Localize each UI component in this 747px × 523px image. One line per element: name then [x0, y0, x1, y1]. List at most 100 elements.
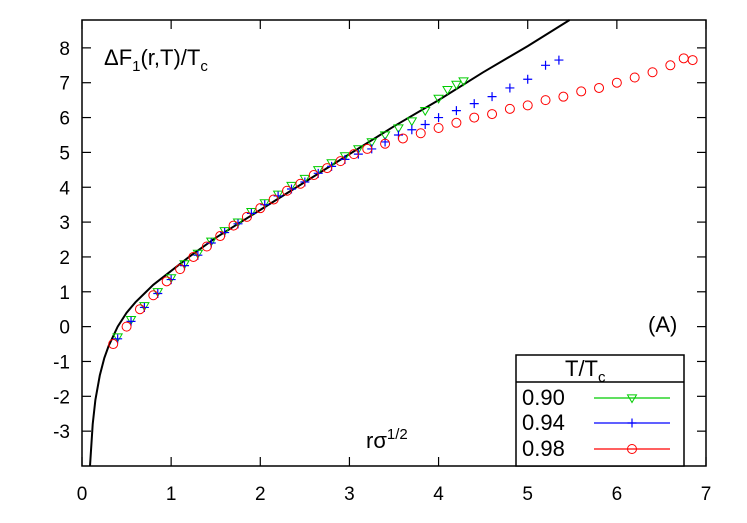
data-point [434, 113, 444, 123]
data-point [241, 211, 252, 222]
data-point [594, 82, 605, 93]
data-point [125, 316, 137, 326]
data-point [326, 159, 337, 169]
data-point [201, 241, 212, 252]
y-axis-ticks: -3 -2 -1 0 1 2 3 4 5 6 7 8 [53, 39, 706, 443]
legend-title: T/Tc [565, 356, 606, 386]
reference-curve-group [89, 19, 571, 467]
plot-frame [81, 19, 707, 467]
data-point [192, 249, 204, 259]
data-point [312, 166, 324, 176]
data-point [523, 74, 533, 84]
reference-curve [89, 19, 571, 467]
series-0.90 [112, 77, 469, 343]
data-point [286, 181, 297, 191]
data-point [228, 220, 239, 231]
x-tick-label: 7 [701, 484, 712, 505]
data-point [121, 321, 132, 332]
x-tick-label: 5 [522, 484, 533, 505]
data-point [407, 125, 417, 135]
data-point [469, 99, 479, 109]
data-point [406, 117, 418, 127]
data-point [295, 178, 306, 189]
data-point [379, 131, 391, 141]
data-point [415, 128, 426, 139]
panel-label: (A) [648, 312, 677, 337]
data-point [272, 190, 284, 200]
data-point [308, 170, 319, 181]
y-tick-label: 0 [59, 318, 70, 339]
data-point [255, 203, 266, 214]
data-point [139, 302, 150, 312]
data-point [458, 77, 469, 87]
x-tick-label: 3 [344, 484, 355, 505]
data-point [522, 100, 533, 111]
legend-label-094: 0.94 [522, 410, 565, 435]
data-point [420, 120, 430, 130]
data-point [165, 274, 177, 284]
data-point [451, 80, 462, 90]
data-point [558, 91, 569, 102]
x-tick-label: 4 [433, 484, 444, 505]
data-point [232, 218, 244, 228]
data-point [487, 92, 497, 102]
data-point [188, 251, 199, 262]
data-point [540, 95, 551, 106]
data-point [451, 117, 462, 128]
y-tick-label: -1 [53, 352, 70, 373]
data-point [504, 103, 515, 114]
data-point [451, 106, 461, 116]
y-tick-label: 4 [59, 178, 70, 199]
data-point [469, 112, 480, 123]
x-axis-label: rσ1/2 [366, 426, 408, 453]
data-point [487, 109, 498, 120]
data-point [268, 194, 279, 205]
data-point [161, 276, 172, 287]
data-point [554, 55, 564, 65]
series-group [108, 53, 698, 350]
y-tick-label: 3 [59, 213, 70, 234]
data-point [112, 333, 124, 343]
y-tick-label: 6 [59, 109, 70, 130]
series-0.98 [108, 53, 698, 350]
legend-label-098: 0.98 [522, 436, 565, 461]
data-point [205, 237, 217, 247]
data-point [397, 133, 408, 144]
data-point [352, 145, 364, 155]
data-point [611, 77, 622, 88]
data-point [335, 156, 346, 167]
data-point [215, 231, 226, 242]
data-point [259, 199, 271, 209]
data-point [245, 207, 257, 218]
data-point [299, 174, 311, 185]
legend-swatch-marker [627, 444, 637, 454]
data-point [433, 94, 444, 104]
data-point [219, 227, 231, 237]
data-point [393, 124, 404, 134]
data-point [282, 185, 293, 196]
x-tick-label: 1 [166, 484, 177, 505]
legend-swatch-marker [627, 418, 637, 428]
y-tick-label: -3 [53, 422, 70, 443]
x-tick-label: 0 [77, 484, 88, 505]
data-point [322, 163, 333, 174]
data-point [576, 86, 587, 97]
data-point [433, 123, 444, 134]
data-point [541, 60, 551, 70]
data-point [380, 138, 391, 149]
data-point [148, 290, 159, 301]
x-tick-label: 2 [255, 484, 266, 505]
data-point [419, 106, 431, 117]
data-point [179, 260, 190, 270]
data-point [339, 152, 351, 162]
legend: T/Tc 0.90 0.94 0.98 [515, 354, 685, 467]
y-tick-label: 7 [59, 74, 70, 95]
data-point [665, 60, 676, 71]
legend-swatches [594, 394, 670, 454]
data-point [348, 149, 359, 160]
legend-label-090: 0.90 [522, 385, 565, 410]
legend-box [515, 354, 685, 467]
x-tick-label: 6 [612, 484, 623, 505]
y-tick-label: 1 [59, 283, 70, 304]
